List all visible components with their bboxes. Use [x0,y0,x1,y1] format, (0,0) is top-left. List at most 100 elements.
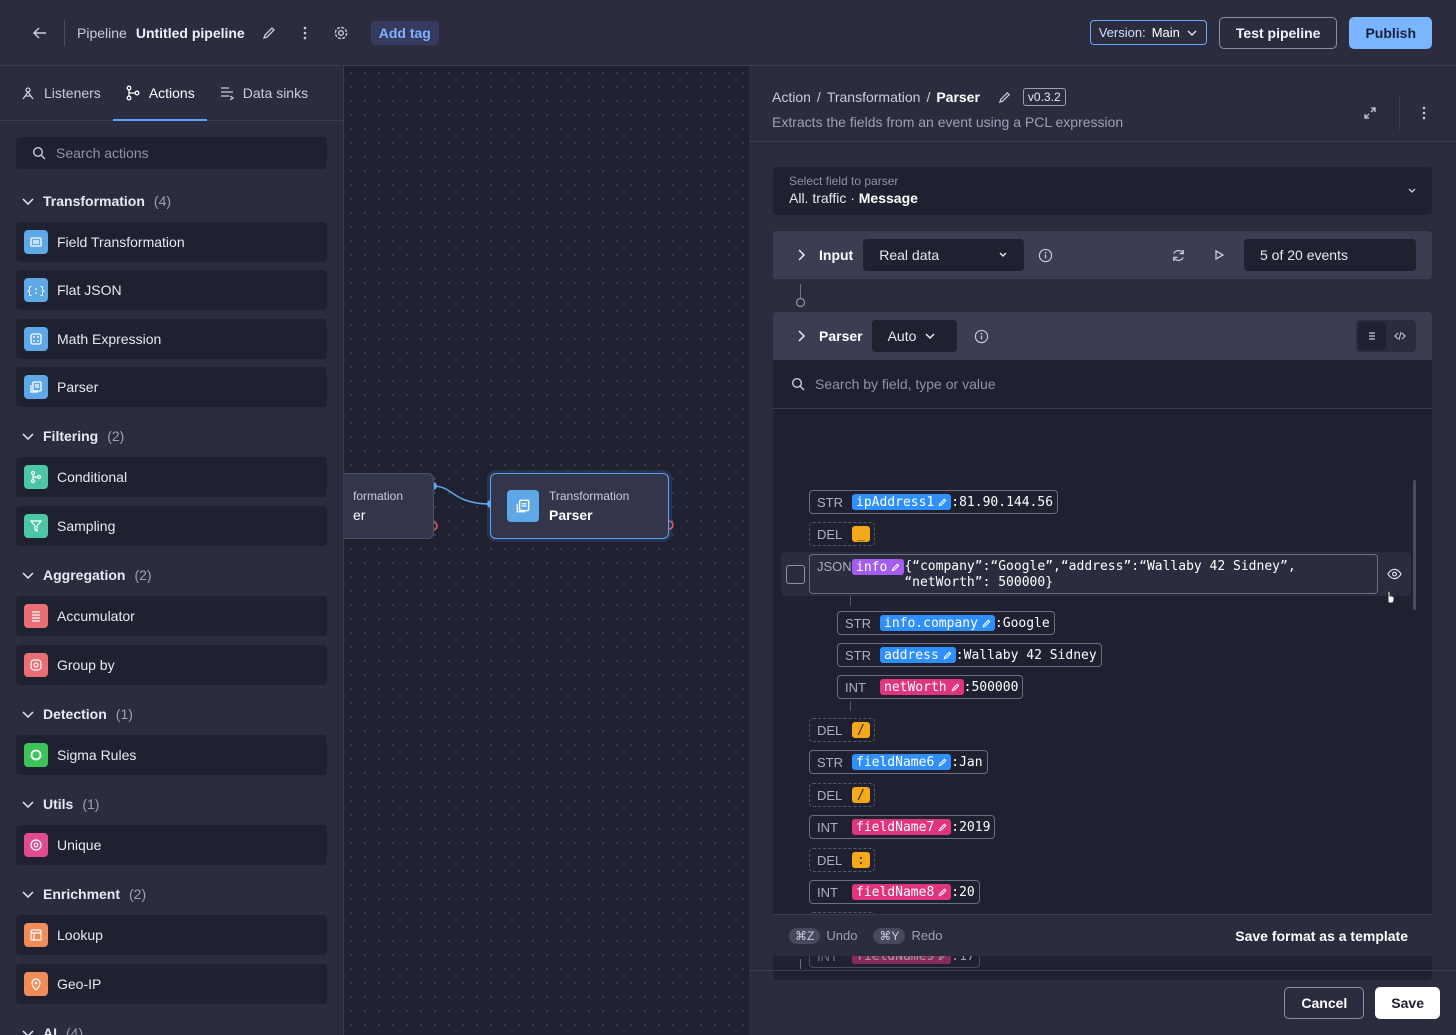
field-row-json[interactable]: JSON info {“company”:“Google”,“address”:… [809,554,1378,594]
edit-pencil-icon [938,888,947,897]
field-to-parse-select[interactable]: Select field to parser All. traffic · Me… [773,167,1432,215]
category-header[interactable]: Aggregation (2) [0,562,343,588]
tree-line [850,701,851,711]
refresh-icon[interactable] [1171,248,1186,263]
action-item-group-by[interactable]: Group by [16,645,327,685]
field-row-str[interactable]: STR ipAddress1 :81.90.144.56 [809,490,1059,514]
pipeline-node-parser[interactable]: Transformation Parser [490,473,669,539]
field-name-chip[interactable]: ipAddress1 [852,494,952,510]
chevron-right-icon[interactable] [795,330,807,342]
delimiter-row[interactable]: DEL _ [809,522,875,546]
parser-mode-dropdown[interactable]: Auto [871,320,957,352]
version-dropdown[interactable]: Version: Main [1089,20,1207,45]
save-template-button[interactable]: Save format as a template [1235,927,1408,944]
field-name-chip[interactable]: netWorth [880,679,964,695]
action-item-parser[interactable]: Parser [16,367,327,407]
divider [1399,96,1400,130]
breadcrumb-action[interactable]: Action [772,89,811,105]
tab-data-sinks[interactable]: Data sinks [207,66,320,120]
group-icon [24,653,48,677]
pipeline-canvas[interactable]: formation er Transformation Parser [344,66,749,1035]
save-button[interactable]: Save [1375,987,1440,1019]
delimiter-row[interactable]: DEL / [809,718,875,742]
info-icon[interactable] [974,329,989,344]
delimiter-chip[interactable]: / [852,722,870,738]
search-actions-field[interactable] [16,137,327,169]
breadcrumb-transformation[interactable]: Transformation [826,89,921,105]
info-icon[interactable] [1038,248,1053,263]
more-vertical-icon[interactable] [1422,106,1426,120]
category-header[interactable]: Detection (1) [0,701,343,727]
input-section-header: Input Real data 5 of 20 events [773,231,1432,279]
redo-button[interactable]: Redo [911,928,943,943]
test-pipeline-button[interactable]: Test pipeline [1218,16,1338,49]
field-row-int[interactable]: INT fieldName8 :20 [809,880,980,904]
pipeline-node-previous[interactable]: formation er [344,473,434,539]
input-source-dropdown[interactable]: Real data [863,239,1025,271]
field-name-chip[interactable]: info [852,559,905,575]
more-vertical-icon[interactable] [293,21,317,45]
eye-icon[interactable] [1387,568,1402,580]
row-checkbox[interactable] [786,565,805,584]
search-actions-input[interactable] [56,145,306,161]
field-name-chip[interactable]: fieldName6 [852,754,952,770]
category-header[interactable]: Enrichment (2) [0,881,343,907]
action-item-sigma-rules[interactable]: Sigma Rules [16,735,327,775]
action-item-flat-json[interactable]: {:} Flat JSON [16,270,327,310]
action-item-geo-ip[interactable]: Geo-IP [16,964,327,1004]
action-item-field-transformation[interactable]: Field Transformation [16,222,327,262]
gear-icon[interactable] [329,21,353,45]
chevron-right-icon[interactable] [795,249,807,261]
field-row-int[interactable]: INT fieldName7 :2019 [809,815,996,839]
add-tag-button[interactable]: Add tag [370,20,439,45]
search-icon [32,146,46,160]
category-header[interactable]: AI (4) [0,1020,343,1035]
field-type: DEL [817,787,843,803]
field-row-str[interactable]: STR info.company :Google [837,611,1055,635]
action-item-unique[interactable]: Unique [16,825,327,865]
delimiter-chip[interactable]: / [852,787,870,803]
list-view-icon[interactable] [1358,322,1386,350]
scrollbar[interactable] [1413,480,1416,610]
breadcrumb-parser: Parser [936,89,980,105]
action-item-accumulator[interactable]: Accumulator [16,596,327,636]
events-counter[interactable]: 5 of 20 events [1244,239,1416,271]
delimiter-chip[interactable]: : [852,852,870,868]
field-name-chip[interactable]: fieldName8 [852,884,952,900]
action-item-conditional[interactable]: Conditional [16,457,327,497]
node-connector [428,482,674,531]
edit-pencil-icon[interactable] [998,91,1011,104]
edit-pencil-icon[interactable] [257,21,281,45]
tab-listeners[interactable]: Listeners [8,66,113,120]
undo-button[interactable]: Undo [826,928,858,943]
chevron-down-icon [22,1030,34,1035]
field-value: :Google [994,615,1050,631]
field-row-str[interactable]: STR address :Wallaby 42 Sidney [837,643,1102,667]
delimiter-row[interactable]: DEL / [809,783,875,807]
field-name-chip[interactable]: address [880,647,956,663]
category-header[interactable]: Utils (1) [0,791,343,817]
action-label: Parser [57,379,99,395]
action-item-lookup[interactable]: Lookup [16,915,327,955]
field-search-input[interactable] [815,376,1315,392]
category-header[interactable]: Filtering (2) [0,423,343,449]
field-search[interactable] [773,360,1432,409]
field-name-chip[interactable]: fieldName7 [852,819,952,835]
code-view-icon[interactable] [1386,322,1414,350]
delimiter-row[interactable]: DEL : [809,848,875,872]
delimiter-chip[interactable]: _ [852,526,870,542]
category-header[interactable]: Transformation (4) [0,188,343,214]
divider [64,19,65,46]
action-item-sampling[interactable]: Sampling [16,506,327,546]
tab-actions[interactable]: Actions [112,66,207,121]
chevron-down-icon [22,891,34,899]
publish-button[interactable]: Publish [1349,16,1432,49]
action-item-math-expression[interactable]: Math Expression [16,319,327,359]
field-row-str[interactable]: STR fieldName6 :Jan [809,750,988,774]
field-row-int[interactable]: INT netWorth :500000 [837,675,1024,699]
field-name-chip[interactable]: info.company [880,615,995,631]
expand-icon[interactable] [1363,106,1377,120]
cancel-button[interactable]: Cancel [1284,987,1365,1019]
back-arrow-icon[interactable] [28,21,52,45]
play-icon[interactable] [1212,248,1226,262]
